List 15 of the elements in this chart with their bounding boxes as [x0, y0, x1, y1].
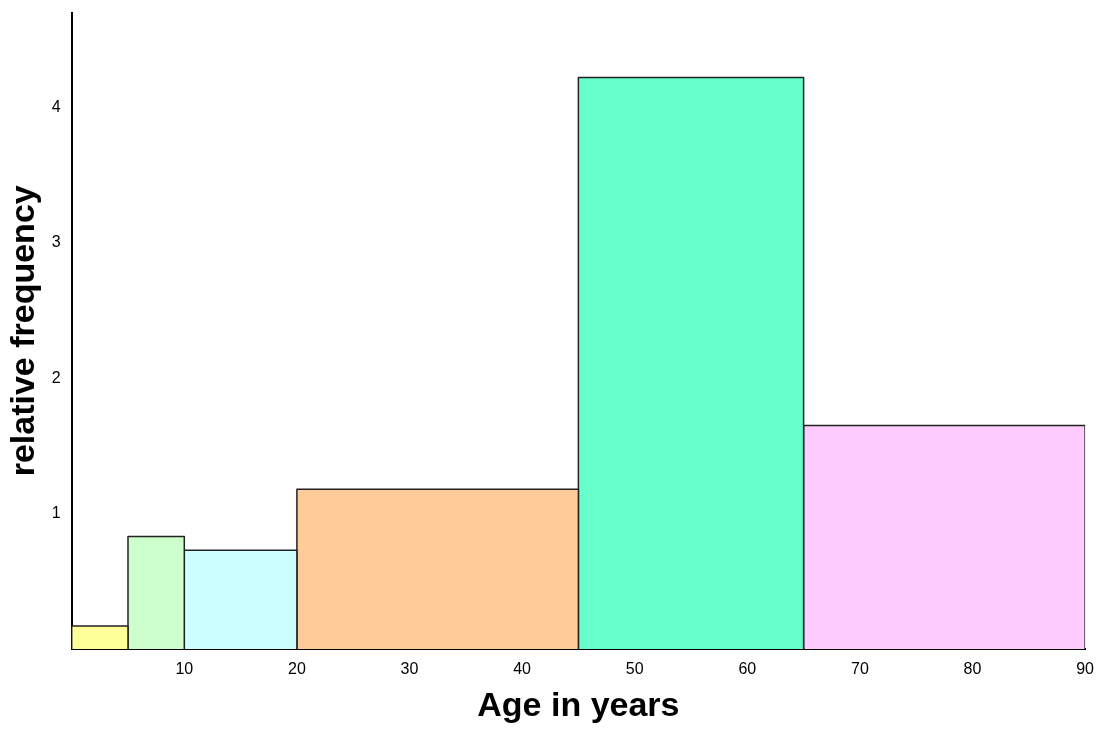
y-axis-title: relative frequency — [2, 185, 41, 477]
x-tick-label: 70 — [851, 660, 869, 678]
x-tick-label: 60 — [738, 660, 757, 678]
x-tick-label: 30 — [400, 660, 419, 678]
x-tick-label: 80 — [963, 660, 982, 678]
x-tick-label: 20 — [288, 660, 306, 678]
x-tick-label: 40 — [513, 660, 532, 678]
x-tick-label: 50 — [625, 660, 644, 678]
y-tick-label: 3 — [51, 233, 61, 251]
y-tick-label: 4 — [51, 97, 61, 115]
x-tick-label: 10 — [175, 660, 194, 678]
y-tick-label: 2 — [51, 368, 61, 386]
y-tick-label: 1 — [51, 504, 61, 521]
x-tick-label: 90 — [1076, 660, 1095, 678]
x-axis-title: Age in years — [477, 684, 680, 723]
